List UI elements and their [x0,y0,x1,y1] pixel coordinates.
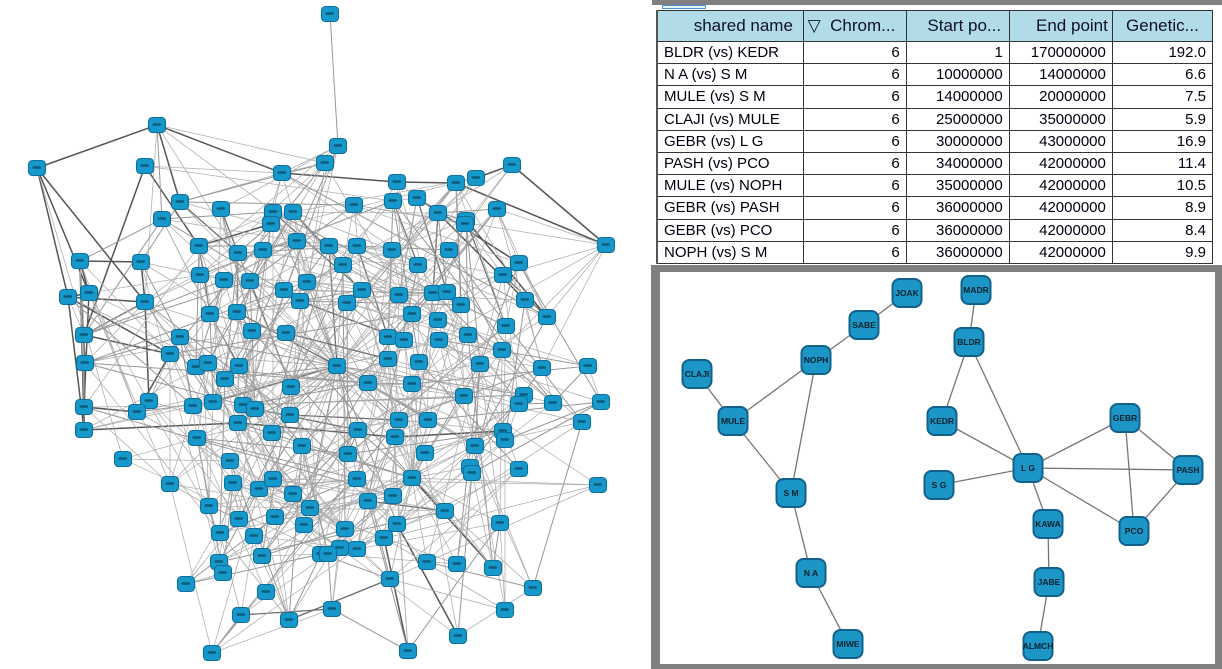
svg-text:JOAK: JOAK [895,288,919,298]
svg-text:S G: S G [932,480,947,490]
svg-text:MULE: MULE [721,416,745,426]
svg-text:GEBR: GEBR [1113,413,1138,423]
svg-text:PCO: PCO [1125,526,1144,536]
svg-text:MADR: MADR [963,285,989,295]
svg-text:CLAJI: CLAJI [685,369,710,379]
svg-text:KAWA: KAWA [1035,519,1061,529]
svg-text:JABE: JABE [1038,577,1061,587]
svg-text:SABE: SABE [852,320,876,330]
svg-text:BLDR: BLDR [957,337,981,347]
svg-text:KEDR: KEDR [930,416,954,426]
svg-text:MIWE: MIWE [836,639,859,649]
svg-text:PASH: PASH [1177,465,1200,475]
svg-text:ALMCH: ALMCH [1023,641,1054,651]
svg-text:S M: S M [783,488,798,498]
svg-text:NOPH: NOPH [804,355,829,365]
svg-text:N A: N A [804,568,818,578]
svg-text:L G: L G [1021,463,1035,473]
